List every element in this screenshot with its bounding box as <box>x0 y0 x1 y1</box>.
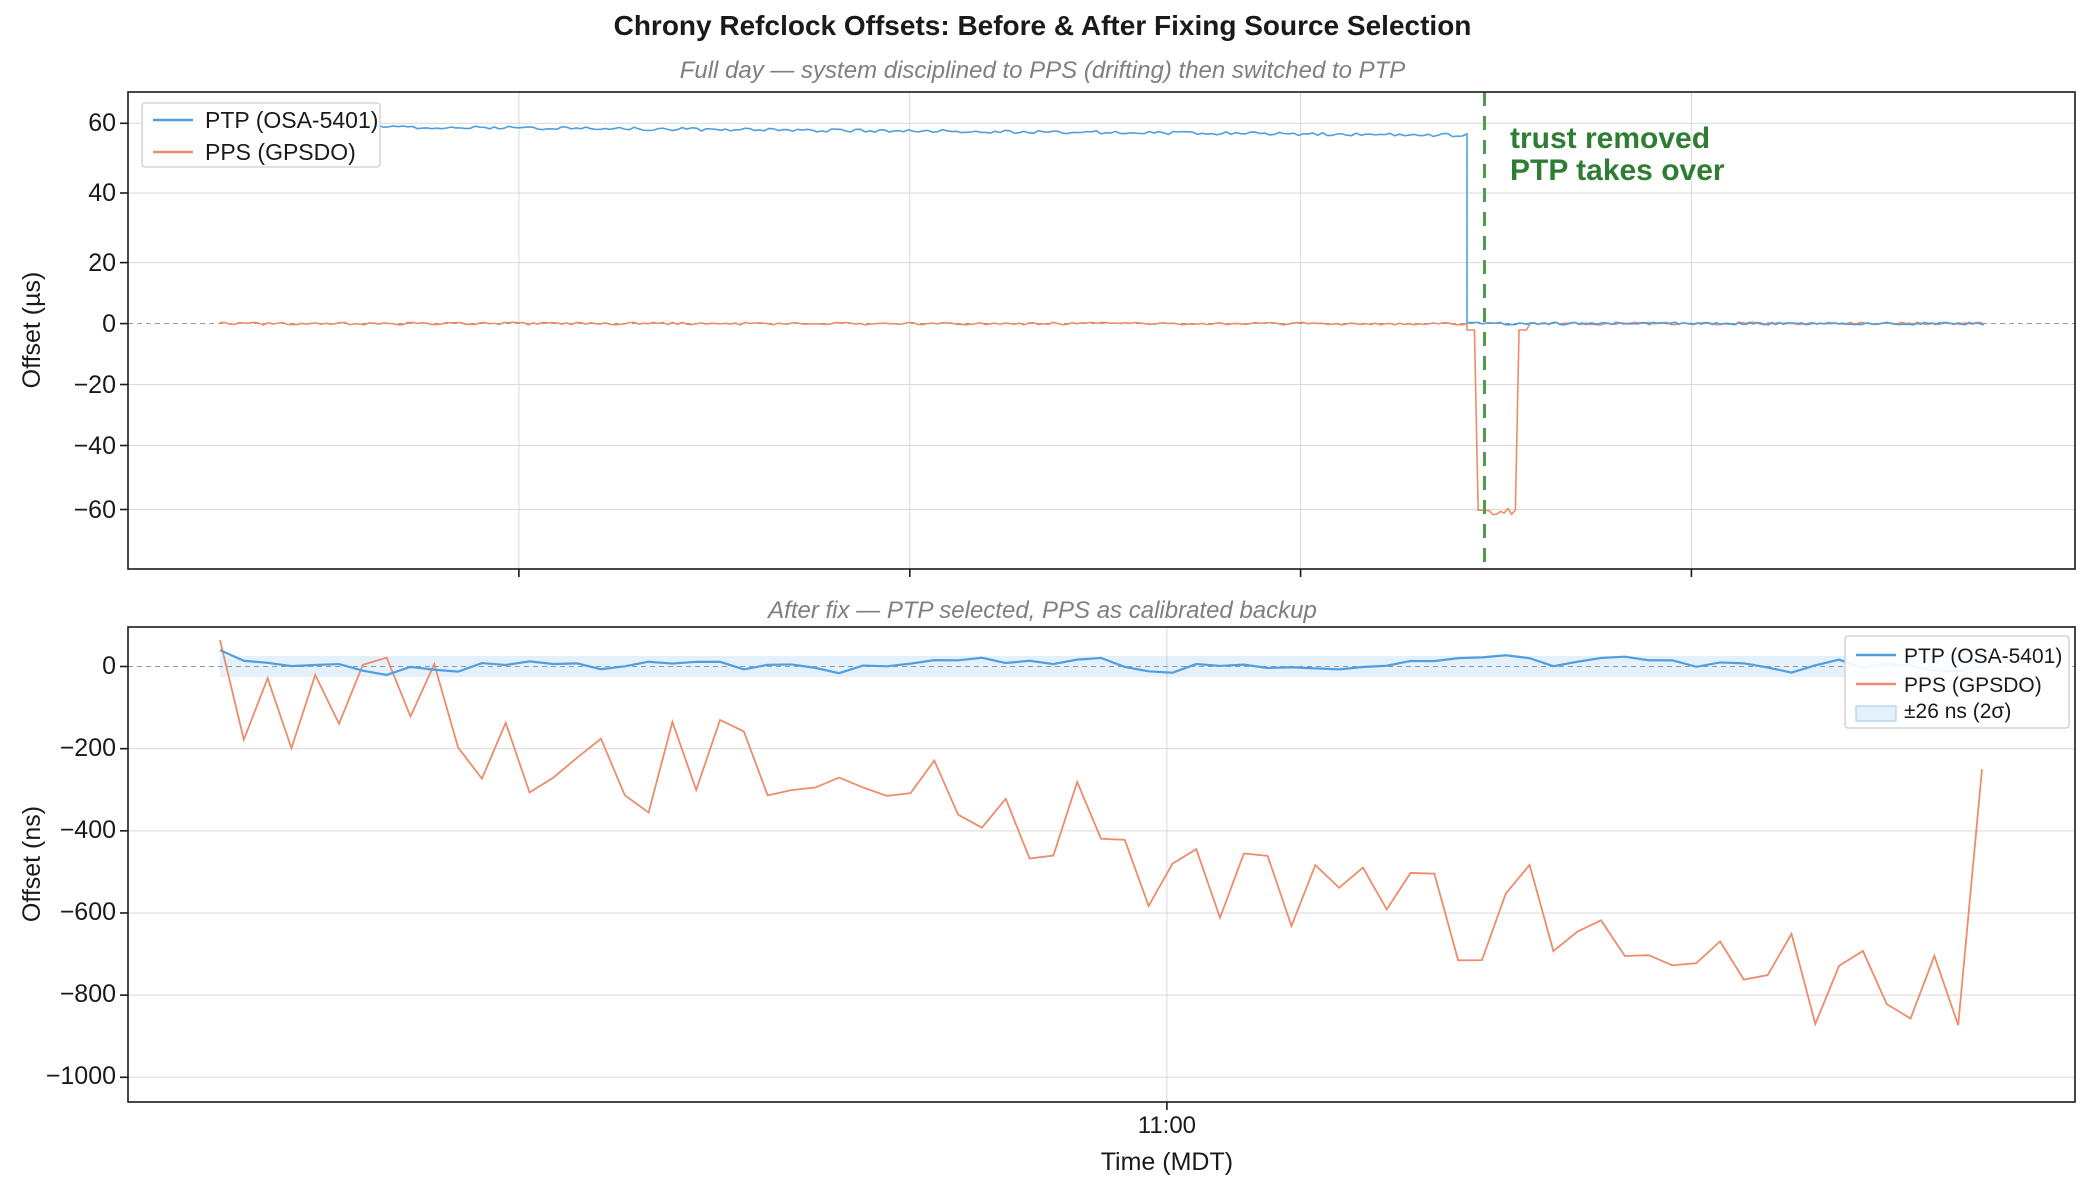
svg-text:PPS (GPSDO): PPS (GPSDO) <box>205 139 356 165</box>
svg-text:−1000: −1000 <box>46 1062 116 1090</box>
svg-text:PPS (GPSDO): PPS (GPSDO) <box>1904 674 2042 697</box>
svg-text:−200: −200 <box>60 734 116 762</box>
svg-text:20: 20 <box>88 249 116 277</box>
svg-text:PTP takes over: PTP takes over <box>1510 154 1725 187</box>
svg-text:Offset (ns): Offset (ns) <box>18 806 46 922</box>
svg-text:−800: −800 <box>60 980 116 1008</box>
svg-text:PTP (OSA-5401): PTP (OSA-5401) <box>205 107 378 133</box>
svg-text:Offset (µs): Offset (µs) <box>18 272 46 389</box>
svg-text:0: 0 <box>102 310 116 338</box>
svg-text:11:00: 11:00 <box>1138 1112 1196 1139</box>
svg-text:−400: −400 <box>60 816 116 844</box>
svg-text:−600: −600 <box>60 898 116 926</box>
svg-text:−60: −60 <box>74 496 116 524</box>
svg-text:PTP (OSA-5401): PTP (OSA-5401) <box>1904 645 2062 668</box>
svg-text:trust removed: trust removed <box>1510 122 1710 155</box>
svg-text:60: 60 <box>88 109 116 137</box>
svg-text:−40: −40 <box>74 432 116 460</box>
svg-text:0: 0 <box>102 652 116 680</box>
svg-text:±26 ns (2σ): ±26 ns (2σ) <box>1904 700 2011 723</box>
svg-text:−20: −20 <box>74 371 116 399</box>
svg-text:40: 40 <box>88 179 116 207</box>
svg-text:Time (MDT): Time (MDT) <box>1101 1148 1233 1176</box>
